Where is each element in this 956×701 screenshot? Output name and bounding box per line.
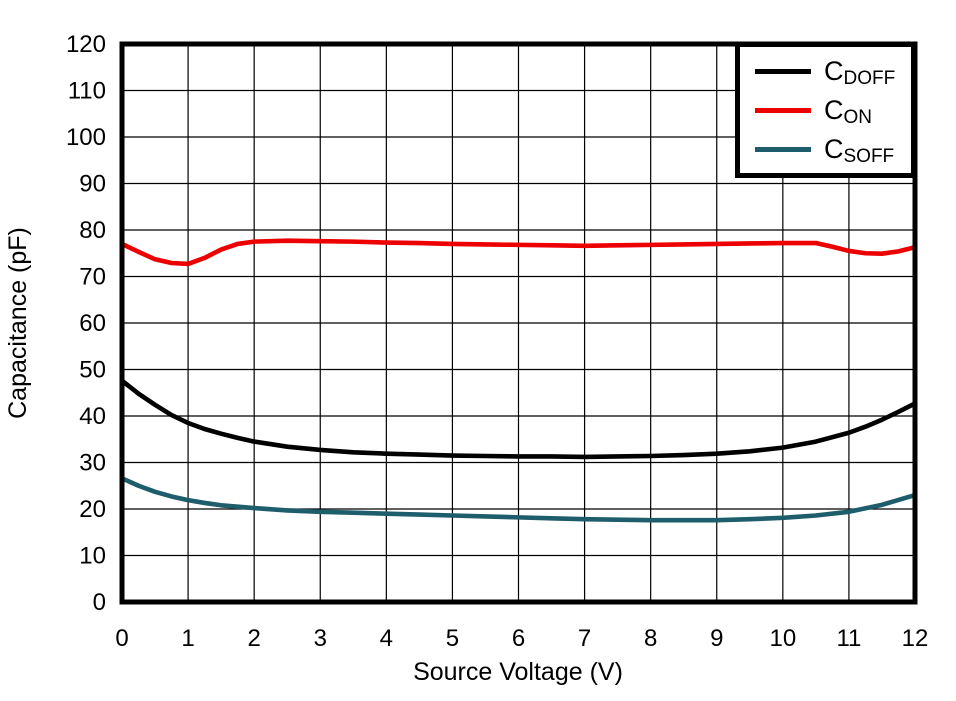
x-tick-label: 5 xyxy=(446,625,459,652)
y-tick-label: 0 xyxy=(93,589,106,616)
curve-con xyxy=(121,238,916,267)
y-tick-label: 120 xyxy=(66,31,106,58)
y-tick-label: 90 xyxy=(79,171,106,198)
x-tick-label: 12 xyxy=(902,625,929,652)
y-tick-label: 100 xyxy=(66,124,106,151)
legend: CDOFF CON CSOFF xyxy=(735,42,916,178)
legend-line-cdoff xyxy=(755,68,811,74)
x-tick-label: 7 xyxy=(578,625,591,652)
series-curves xyxy=(120,238,917,523)
x-tick-label: 1 xyxy=(181,625,194,652)
y-tick-label: 80 xyxy=(79,217,106,244)
legend-label-con: CON xyxy=(824,94,872,128)
y-tick-label: 30 xyxy=(79,450,106,477)
y-axis-title: Capacitance (pF) xyxy=(4,227,32,419)
y-tick-label: 110 xyxy=(68,78,106,105)
x-tick-label: 8 xyxy=(644,625,657,652)
y-tick-label: 50 xyxy=(79,357,106,384)
x-tick-label: 10 xyxy=(769,625,796,652)
x-tick-labels: 0 1 2 3 4 5 6 7 8 9 10 11 12 xyxy=(115,625,928,652)
x-tick-label: 4 xyxy=(380,625,393,652)
legend-item-csoff: CSOFF xyxy=(755,133,911,167)
y-tick-labels: 0 10 20 30 40 50 60 70 80 90 100 110 120 xyxy=(66,31,106,616)
y-tick-label: 10 xyxy=(79,543,106,570)
x-tick-label: 9 xyxy=(710,625,723,652)
x-tick-label: 11 xyxy=(836,625,861,652)
curve-csoff xyxy=(121,476,916,523)
legend-item-cdoff: CDOFF xyxy=(755,55,911,89)
legend-line-csoff xyxy=(755,146,811,152)
legend-label-csoff: CSOFF xyxy=(824,133,895,167)
x-tick-label: 0 xyxy=(115,625,128,652)
x-tick-label: 6 xyxy=(512,625,525,652)
plot-border xyxy=(119,41,918,605)
legend-label-cdoff: CDOFF xyxy=(824,55,896,89)
curve-cdoff xyxy=(120,378,917,460)
y-tick-label: 60 xyxy=(79,310,106,337)
x-tick-label: 2 xyxy=(247,625,260,652)
x-tick-label: 3 xyxy=(314,625,327,652)
y-tick-label: 40 xyxy=(79,403,106,430)
x-axis-title: Source Voltage (V) xyxy=(413,658,623,686)
y-tick-label: 70 xyxy=(79,264,106,291)
legend-item-con: CON xyxy=(755,94,911,128)
y-tick-label: 20 xyxy=(79,496,106,523)
legend-line-con xyxy=(755,107,811,113)
